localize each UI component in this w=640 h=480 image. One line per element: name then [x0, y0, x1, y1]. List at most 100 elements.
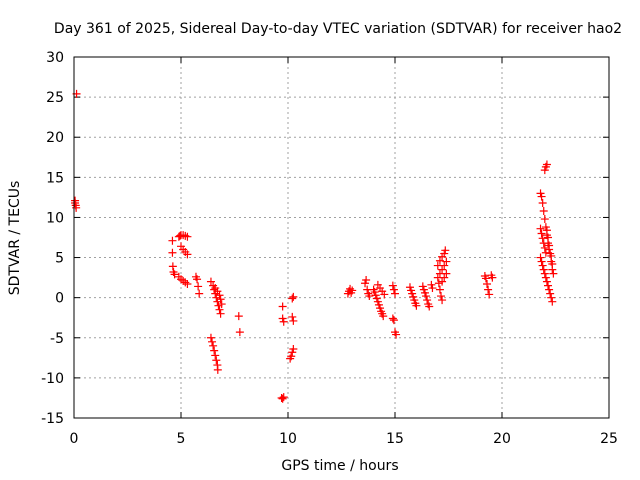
data-point — [208, 337, 217, 346]
x-axis-label: GPS time / hours — [281, 458, 398, 474]
data-point — [539, 239, 548, 248]
x-tick-label: 10 — [279, 431, 297, 447]
y-tick-label: 5 — [55, 251, 64, 267]
y-tick-label: 0 — [55, 291, 64, 307]
data-point — [170, 270, 179, 279]
data-point — [234, 312, 243, 321]
data-point — [217, 300, 226, 309]
data-point — [168, 236, 177, 245]
data-point — [441, 246, 450, 255]
y-tick-label: 20 — [46, 130, 64, 146]
data-point — [548, 259, 557, 268]
data-point — [435, 285, 444, 294]
data-point — [210, 346, 219, 355]
data-point — [362, 276, 371, 285]
data-point — [438, 296, 447, 305]
y-axis-label: SDTVAR / TECUs — [7, 181, 23, 296]
data-point — [537, 192, 546, 201]
data-point — [288, 294, 297, 303]
chart-title: Day 361 of 2025, Sidereal Day-to-day VTE… — [54, 21, 622, 37]
x-tick-label: 5 — [177, 431, 186, 447]
data-point — [72, 203, 81, 212]
data-point — [538, 199, 547, 208]
data-point — [206, 277, 215, 286]
data-point — [379, 312, 388, 321]
data-point — [216, 309, 225, 318]
data-point — [542, 277, 551, 286]
axis-ticks — [73, 56, 610, 419]
data-point — [481, 274, 490, 283]
data-point — [541, 273, 550, 282]
data-point — [278, 302, 287, 311]
y-tick-label: -5 — [50, 331, 64, 347]
data-point — [546, 289, 555, 298]
x-tick-label: 15 — [386, 431, 404, 447]
data-point — [537, 229, 546, 238]
data-point — [538, 234, 547, 243]
data-point — [287, 352, 296, 361]
data-point — [483, 280, 492, 289]
data-point — [213, 365, 222, 374]
data-point — [438, 265, 447, 274]
data-point — [549, 269, 558, 278]
x-tick-label: 20 — [493, 431, 511, 447]
y-tick-label: -10 — [41, 371, 64, 387]
data-point — [181, 231, 190, 240]
data-point — [183, 280, 192, 289]
data-point — [380, 290, 389, 299]
y-tick-label: 30 — [46, 50, 64, 66]
data-point — [183, 250, 192, 259]
data-point — [544, 233, 553, 242]
data-point — [438, 277, 447, 286]
data-point — [542, 226, 551, 235]
data-point — [540, 269, 549, 278]
x-tick-label: 25 — [600, 431, 618, 447]
data-point — [235, 328, 244, 337]
data-point — [440, 261, 449, 270]
grid-lines — [74, 57, 609, 418]
data-points — [71, 89, 558, 403]
data-point — [168, 248, 177, 257]
y-tick-label: 10 — [46, 210, 64, 226]
data-point — [539, 207, 548, 216]
data-point — [435, 256, 444, 265]
data-point — [422, 292, 431, 301]
data-point — [544, 281, 553, 290]
data-point — [277, 393, 286, 402]
data-point — [206, 333, 215, 342]
data-point — [388, 314, 397, 323]
data-point — [279, 317, 288, 326]
data-point — [442, 257, 451, 266]
data-point — [289, 345, 298, 354]
data-point — [423, 296, 432, 305]
y-tick-label: 15 — [46, 170, 64, 186]
data-point — [488, 273, 497, 282]
data-point — [288, 312, 297, 321]
data-point — [348, 286, 357, 295]
data-point — [542, 160, 551, 169]
data-point — [536, 253, 545, 262]
data-point — [365, 292, 374, 301]
data-point — [194, 282, 203, 291]
data-point — [215, 305, 224, 314]
data-point — [440, 273, 449, 282]
data-point — [538, 261, 547, 270]
data-point — [183, 232, 192, 241]
data-point — [548, 297, 557, 306]
data-point — [539, 265, 548, 274]
y-tick-label: -15 — [41, 411, 64, 427]
plot-frame — [73, 56, 610, 419]
data-point — [536, 224, 545, 233]
data-point — [547, 251, 556, 260]
data-point — [278, 394, 287, 403]
data-point — [388, 281, 397, 290]
x-tick-label: 0 — [70, 431, 79, 447]
data-point — [391, 289, 399, 298]
data-point — [209, 341, 218, 350]
y-tick-label: 25 — [46, 90, 64, 106]
data-point — [195, 289, 204, 298]
data-point — [392, 330, 401, 339]
data-point — [389, 285, 398, 294]
data-point — [216, 295, 225, 304]
